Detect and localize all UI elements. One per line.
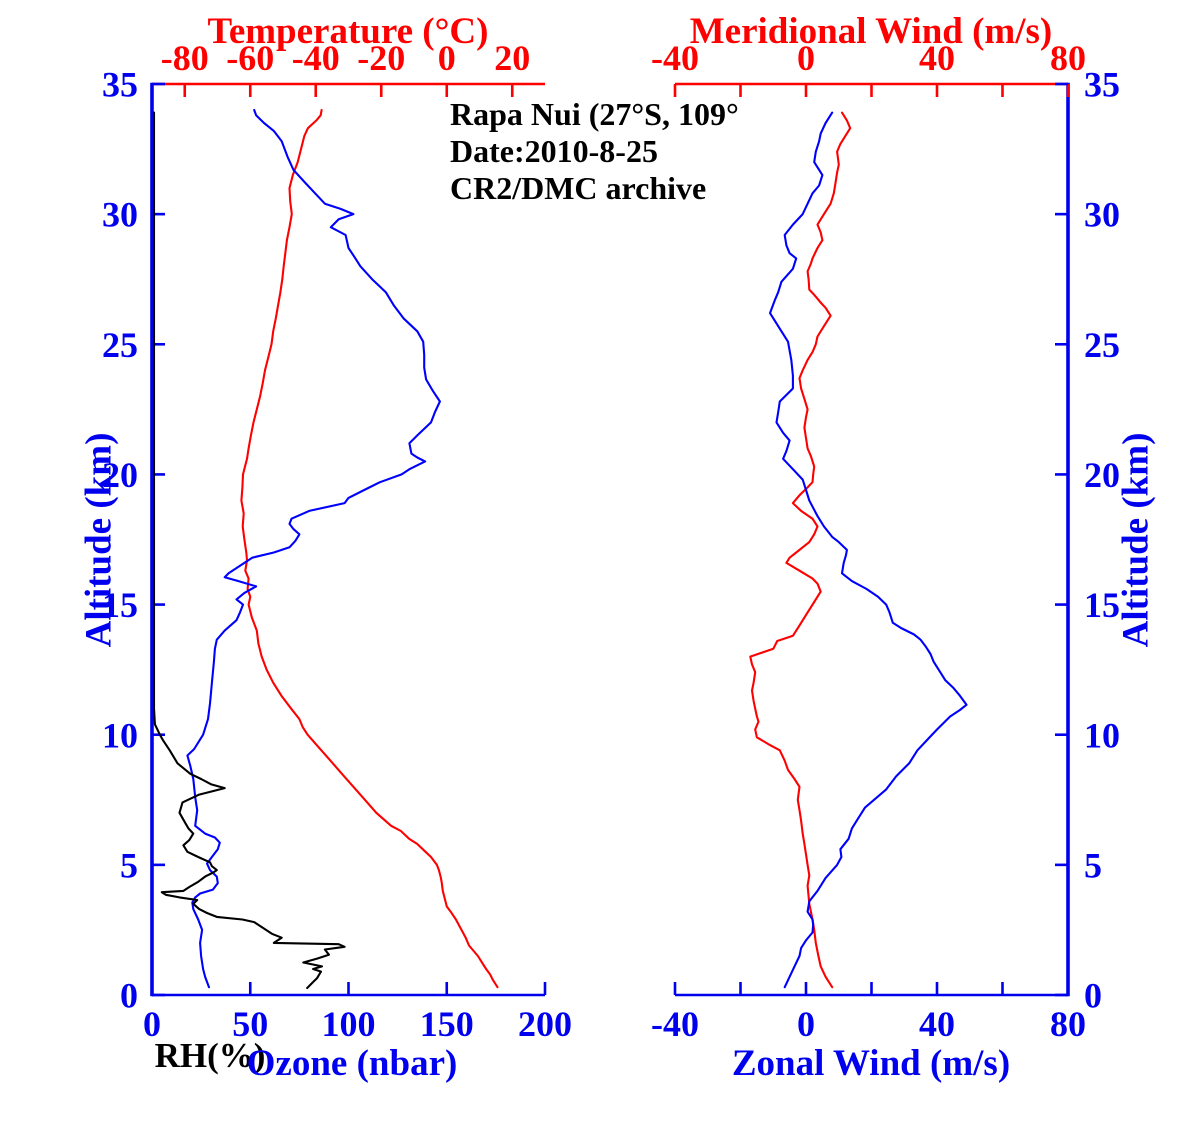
bottom-axis-tick-label: 40 (919, 1004, 955, 1044)
rh-curve (152, 111, 346, 990)
top-axis-tick-label: -60 (226, 38, 274, 78)
y-axis-tick-label: 25 (102, 325, 138, 365)
top-axis-tick-label: -20 (357, 38, 405, 78)
y-axis-tick-label: 35 (1084, 65, 1120, 105)
y-axis-tick-label: 15 (1084, 585, 1120, 625)
altitude-right-axis-title: Altitude (km) (1115, 432, 1157, 648)
zonal-wind-axis-title: Zonal Wind (m/s) (731, 1043, 1011, 1084)
meridional-wind-curve (749, 111, 852, 989)
top-axis-tick-label: 40 (919, 38, 955, 78)
y-axis-tick-label: 10 (102, 715, 138, 755)
bottom-axis-tick-label: -40 (651, 1004, 699, 1044)
top-axis-tick-label: 80 (1050, 38, 1086, 78)
date-line: Date:2010-8-25 (450, 133, 658, 169)
bottom-axis-tick-label: 200 (518, 1004, 572, 1044)
temperature-curve (240, 108, 499, 989)
y-axis-tick-label: 30 (1084, 195, 1120, 235)
bottom-axis-tick-label: 150 (420, 1004, 474, 1044)
rh-axis-label: RH(%) (154, 1036, 266, 1075)
bottom-axis-tick-label: 0 (143, 1004, 161, 1044)
top-axis-tick-label: 0 (797, 38, 815, 78)
thermo-ozone-panel: -80 -60 -40 -20 0 200 50 100 150 2000510152025303… (102, 38, 572, 1044)
ozone-axis-title: Ozone (nbar) (246, 1043, 458, 1084)
y-axis-tick-label: 20 (1084, 455, 1120, 495)
bottom-axis-tick-label: 0 (797, 1004, 815, 1044)
top-axis-tick-label: -40 (292, 38, 340, 78)
archive-line: CR2/DMC archive (450, 170, 707, 206)
bottom-axis-tick-label: 80 (1050, 1004, 1086, 1044)
y-axis-tick-label: 15 (102, 585, 138, 625)
meridional-wind-axis-title: Meridional Wind (m/s) (689, 11, 1053, 52)
y-axis-tick-label: 0 (1084, 976, 1102, 1016)
y-axis-tick-label: 5 (1084, 845, 1102, 885)
station-name-line: Rapa Nui (27°S, 109° (450, 96, 739, 132)
y-axis-tick-label: 5 (120, 845, 138, 885)
top-axis-tick-label: -40 (651, 38, 699, 78)
top-axis-tick-label: -80 (161, 38, 209, 78)
y-axis-tick-label: 10 (1084, 715, 1120, 755)
top-axis-tick-label: 0 (438, 38, 456, 78)
y-axis-tick-label: 20 (102, 455, 138, 495)
bottom-axis-tick-label: 50 (232, 1004, 268, 1044)
altitude-left-axis-title: Altitude (km) (78, 432, 120, 648)
y-axis-tick-label: 35 (102, 65, 138, 105)
bottom-axis-tick-label: 100 (322, 1004, 376, 1044)
y-axis-tick-label: 25 (1084, 325, 1120, 365)
y-axis-tick-label: 0 (120, 976, 138, 1016)
temperature-axis-title: Temperature (°C) (207, 11, 489, 52)
ozone-curve (186, 108, 441, 989)
station-annotation: Rapa Nui (27°S, 109° Date:2010-8-25 CR2/… (450, 96, 739, 207)
zonal-wind-curve (768, 111, 968, 989)
y-axis-tick-label: 30 (102, 195, 138, 235)
top-axis-tick-label: 20 (494, 38, 530, 78)
